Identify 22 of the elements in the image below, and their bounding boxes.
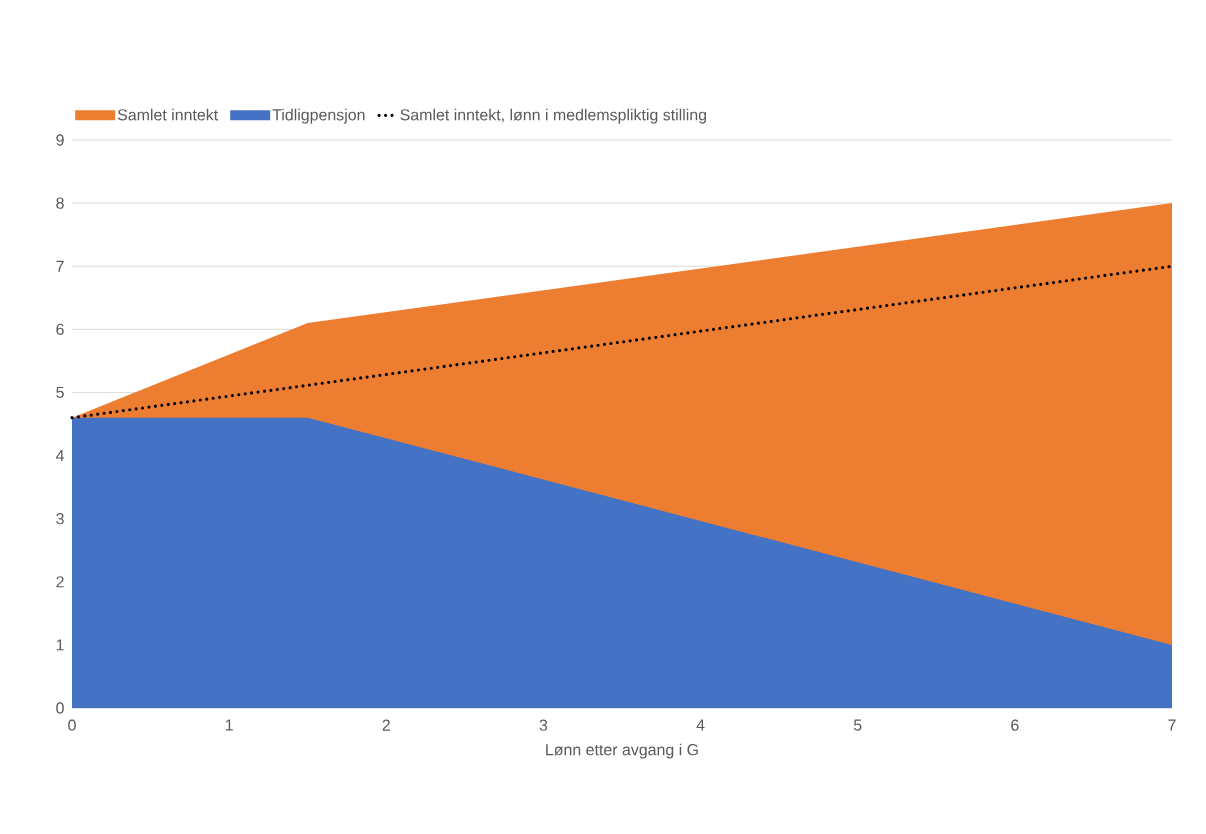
legend-label: Samlet inntekt <box>117 108 219 121</box>
y-tick-label: 9 <box>56 134 64 146</box>
y-tick-label: 6 <box>56 323 64 335</box>
x-tick-label: 6 <box>1011 719 1019 731</box>
y-tick-label: 1 <box>56 639 64 651</box>
legend-label: Tidligpensjon <box>272 108 365 124</box>
x-tick-label: 3 <box>539 719 548 731</box>
x-tick-label: 7 <box>1168 719 1176 731</box>
legend-label: Samlet inntekt, lønn i medlemspliktig stilling <box>400 108 707 124</box>
x-tick-label: 5 <box>853 719 862 731</box>
y-tick-label: 2 <box>56 576 64 588</box>
x-tick-label: 4 <box>696 719 705 731</box>
x-tick-label: 2 <box>382 719 390 731</box>
x-axis-title: Lønn etter avgang i G <box>546 743 698 759</box>
x-tick-label: 1 <box>225 719 233 731</box>
x-tick-label: 0 <box>68 719 76 731</box>
y-tick-label: 7 <box>56 260 64 272</box>
y-tick-label: 8 <box>56 197 64 209</box>
y-tick-label: 5 <box>56 386 64 399</box>
y-tick-label: 4 <box>55 450 65 462</box>
y-tick-label: 0 <box>56 702 64 714</box>
y-tick-label: 3 <box>56 513 64 525</box>
